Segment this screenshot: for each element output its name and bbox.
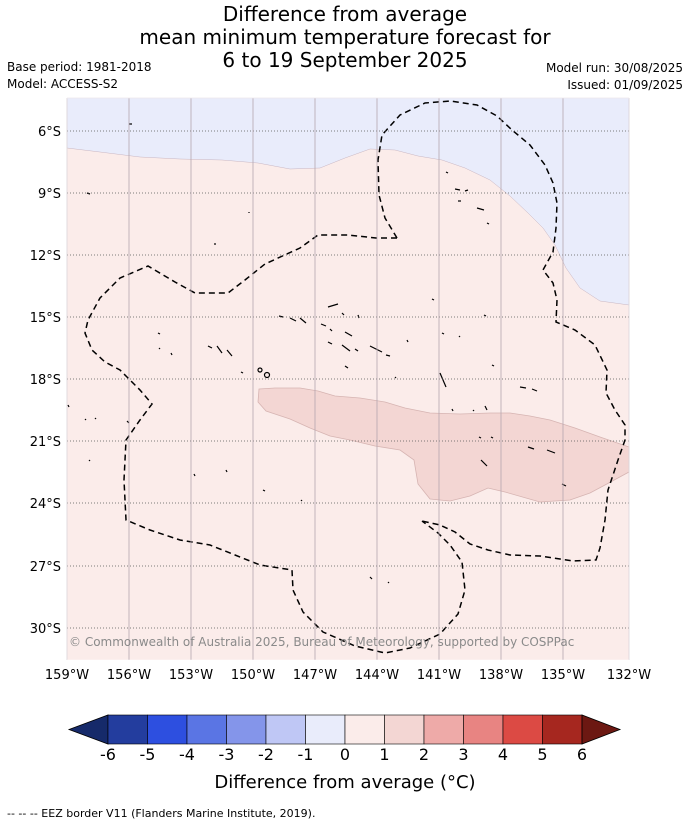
map-title-line-3: 6 to 19 September 2025 [222,48,468,72]
longitude-label: 159°W [45,668,89,683]
map-title-line-1: Difference from average [222,2,468,26]
graticule [66,98,630,660]
longitude-label: 135°W [541,668,585,683]
colorbar-tick-label: -2 [258,745,274,764]
map-panel: © Commonwealth of Australia 2025, Bureau… [66,97,630,661]
colorbar-tick-label: 2 [418,745,430,764]
colorbar-segment [147,714,188,745]
colorbar-segment [463,714,504,745]
latitude-label: 6°S [38,125,61,140]
colorbar-tick-label: -1 [297,745,314,764]
colorbar-min-extend [67,714,109,745]
islands [67,123,567,584]
latitude-label: 27°S [30,560,61,575]
latitude-label: 12°S [30,249,61,264]
colorbar-segment [265,714,306,745]
meta-right: Model run: 30/08/2025 Issued: 01/09/2025 [546,60,683,94]
meta-left: Base period: 1981-2018 Model: ACCESS-S2 [7,59,152,93]
colorbar-segment [226,714,267,745]
colorbar-segment [502,714,543,745]
map-frame [66,97,630,661]
colorbar-tick-label: 4 [497,745,509,764]
colorbar-segment [423,714,464,745]
colorbar-tick-label: 1 [379,745,390,764]
longitude-label: 150°W [231,668,275,683]
latitude-label: 18°S [30,373,61,388]
region-minus1-to-0 [66,97,630,306]
colorbar-title: Difference from average (°C) [214,772,476,793]
eez-border-north [377,100,626,562]
model-name: Model: ACCESS-S2 [7,77,119,91]
longitude-label: 147°W [293,668,337,683]
latitude-label: 21°S [30,435,61,450]
latitude-label: 15°S [30,311,61,326]
colorbar-segment [542,714,583,745]
copyright-note: © Commonwealth of Australia 2025, Bureau… [69,635,574,649]
eez-footnote: -- -- -- EEZ border V11 (Flanders Marine… [7,807,316,820]
colorbar-segment [305,714,346,745]
colorbar-tick-label: -5 [139,745,156,764]
region-1-to-2 [257,387,630,503]
longitude-label: 141°W [417,668,461,683]
colorbar-tick-label: -4 [179,745,195,764]
colorbar-tick-label: 5 [537,745,548,764]
latitude-label: 9°S [38,187,61,202]
colorbar-segment [384,714,425,745]
longitude-labels: 159°W 156°W 153°W 150°W 147°W 144°W 141°W 138°W… [45,668,651,683]
colorbar-segment [186,714,227,745]
colorbar [67,714,622,745]
colorbar-tick-label: 0 [339,745,351,764]
latitude-labels: 6°S 9°S 12°S 15°S 18°S 21°S 24°S 27°S 30°S [30,125,61,637]
latitude-label: 30°S [30,622,61,637]
map-title-line-2: mean minimum temperature forecast for [139,25,551,49]
colorbar-segment [344,714,385,745]
issued-date: Issued: 01/09/2025 [567,78,683,92]
colorbar-segment [107,714,148,745]
longitude-label: 138°W [479,668,523,683]
colorbar-tick-label: -3 [218,745,235,764]
longitude-label: 153°W [169,668,213,683]
base-period: Base period: 1981-2018 [7,60,152,74]
longitude-label: 144°W [355,668,399,683]
longitude-label: 156°W [107,668,151,683]
colorbar-tick-label: -6 [100,745,116,764]
colorbar-max-extend [581,714,622,745]
colorbar-tick-label: 6 [576,745,588,764]
model-run: Model run: 30/08/2025 [545,61,683,75]
eez-border-west [84,234,466,654]
latitude-label: 24°S [30,497,61,512]
colorbar-tick-label: 3 [458,745,469,764]
longitude-label: 132°W [607,668,651,683]
